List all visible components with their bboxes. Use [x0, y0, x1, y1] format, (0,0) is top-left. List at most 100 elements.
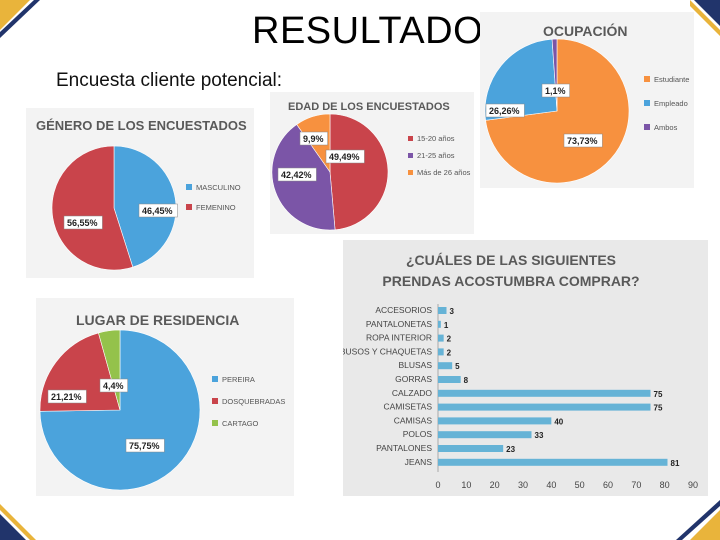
legend-label-ambos: Ambos [654, 123, 678, 132]
legend-residencia: PEREIRA DOSQUEBRADAS CARTAGO [212, 375, 285, 428]
chart-panel-edad: EDAD DE LOS ENCUESTADOS 49,49% 42,42% 9,9%… [270, 92, 474, 234]
bar-value-1: 1 [444, 321, 449, 330]
category-label-4: BLUSAS [398, 360, 432, 370]
legend-label-masculino: MASCULINO [196, 183, 241, 192]
legend-swatch-21-25 [408, 153, 413, 158]
chart-title-genero: GÉNERO DE LOS ENCUESTADOS [36, 118, 247, 133]
bar-7 [438, 403, 651, 411]
x-tick-label-7: 70 [631, 480, 641, 490]
chart-panel-residencia: LUGAR DE RESIDENCIA 75,75% 21,21% 4,4% PER… [36, 298, 294, 496]
slice-label-residencia-0: 75,75% [129, 441, 160, 451]
legend-label-empleado: Empleado [654, 99, 688, 108]
legend-swatch-ambos [644, 124, 650, 130]
slice-label-box-genero-0 [138, 203, 178, 218]
slice-labels-edad: 49,49% 42,42% 9,9% [277, 131, 365, 182]
pie-slices-residencia [39, 329, 201, 491]
slide-subtitle: Encuesta cliente potencial: [56, 70, 283, 91]
legend-swatch-dosquebradas [212, 398, 218, 404]
category-label-11: JEANS [405, 457, 433, 467]
bar-1 [438, 320, 441, 328]
bar-value-3: 2 [447, 348, 452, 357]
bar-8 [438, 417, 552, 425]
bar-6 [438, 389, 651, 397]
slice-label-genero-1: 56,55% [67, 218, 98, 228]
slice-label-box-residencia-1 [47, 389, 87, 404]
chart-title-prendas-line-2: PRENDAS ACOSTUMBRA COMPRAR? [382, 273, 639, 289]
chart-title-residencia: LUGAR DE RESIDENCIA [76, 312, 239, 328]
legend-genero: MASCULINO FEMENINO [186, 183, 241, 212]
legend-swatch-15-20 [408, 136, 413, 141]
chart-title-ocupacion: OCUPACIÓN [543, 22, 628, 39]
slice-label-residencia-1: 21,21% [51, 392, 82, 402]
legend-swatch-estudiante [644, 76, 650, 82]
bar-value-6: 75 [654, 390, 663, 399]
x-tick-label-2: 20 [490, 480, 500, 490]
category-label-2: ROPA INTERIOR [366, 333, 432, 343]
corner-stripes-bottom-left [0, 504, 36, 540]
bars-prendas: ACCESORIOS 3 PANTALONETAS 1 ROPA INTERIOR 2 BU… [343, 305, 680, 468]
bar-value-10: 23 [506, 445, 515, 454]
bar-value-9: 33 [535, 431, 544, 440]
slice-label-box-ocupacion-2 [541, 83, 570, 98]
slice-label-box-ocupacion-0 [563, 133, 603, 148]
slice-label-box-edad-2 [299, 131, 328, 146]
slice-label-box-residencia-0 [125, 438, 165, 453]
category-label-1: PANTALONETAS [366, 319, 432, 329]
corner-stripes-top-left [0, 0, 40, 38]
legend-label-pereira: PEREIRA [222, 375, 255, 384]
category-label-5: GORRAS [395, 374, 432, 384]
slice-label-box-ocupacion-1 [485, 103, 525, 118]
bar-5 [438, 376, 461, 383]
legend-swatch-empleado [644, 100, 650, 106]
x-tick-label-0: 0 [435, 480, 440, 490]
bar-0 [438, 307, 447, 314]
x-tick-label-9: 90 [688, 480, 698, 490]
bar-value-0: 3 [450, 307, 455, 316]
category-label-3: BUSOS Y CHAQUETAS [343, 346, 432, 356]
legend-label-21-25: 21-25 años [417, 151, 455, 160]
bar-value-2: 2 [447, 335, 452, 344]
legend-label-15-20: 15-20 años [417, 134, 455, 143]
legend-swatch-cartago [212, 420, 218, 426]
x-tick-label-6: 60 [603, 480, 613, 490]
chart-title-edad: EDAD DE LOS ENCUESTADOS [288, 101, 450, 113]
chart-panel-ocupacion: OCUPACIÓN 73,73% 26,26% 1,1% Estudiante Em… [480, 12, 694, 188]
legend-label-dosquebradas: DOSQUEBRADAS [222, 397, 285, 406]
legend-swatch-masculino [186, 184, 192, 190]
x-tick-label-4: 40 [546, 480, 556, 490]
slice-label-residencia-2: 4,4% [103, 381, 124, 391]
chart-title-prendas-line-1: ¿CUÁLES DE LAS SIGUIENTES [406, 252, 616, 268]
x-tick-label-5: 50 [575, 480, 585, 490]
bar-3 [438, 348, 444, 356]
legend-label-estudiante: Estudiante [654, 75, 689, 84]
pie-slice-edad-0 [329, 113, 389, 231]
chart-genero: GÉNERO DE LOS ENCUESTADOS 46,45% 56,55% M… [36, 118, 247, 271]
x-tick-label-3: 30 [518, 480, 528, 490]
x-axis-ticks-prendas: 0 10 20 30 40 50 60 70 80 90 [435, 480, 698, 490]
bar-value-8: 40 [554, 417, 563, 426]
corner-stripes-top-right [690, 0, 720, 36]
slice-label-ocupacion-0: 73,73% [567, 136, 598, 146]
x-tick-label-1: 10 [461, 480, 471, 490]
chart-panel-prendas: ¿CUÁLES DE LAS SIGUIENTES PRENDAS ACOSTU… [343, 240, 708, 496]
legend-edad: 15-20 años 21-25 años Más de 26 años [408, 134, 471, 177]
slice-label-box-edad-1 [277, 167, 317, 182]
bar-2 [438, 334, 444, 342]
bar-value-4: 5 [455, 362, 460, 371]
chart-residencia: LUGAR DE RESIDENCIA 75,75% 21,21% 4,4% PER… [39, 312, 285, 491]
chart-prendas: ¿CUÁLES DE LAS SIGUIENTES PRENDAS ACOSTU… [343, 252, 698, 490]
bar-value-11: 81 [671, 459, 680, 468]
bar-value-5: 8 [464, 376, 469, 385]
slice-label-box-genero-1 [63, 215, 103, 230]
bar-9 [438, 431, 532, 439]
legend-swatch-femenino [186, 204, 192, 210]
chart-ocupacion: OCUPACIÓN 73,73% 26,26% 1,1% Estudiante Em… [484, 22, 689, 184]
slice-label-genero-0: 46,45% [142, 206, 173, 216]
legend-label-26: Más de 26 años [417, 168, 471, 177]
slice-label-box-edad-0 [325, 149, 365, 164]
slice-labels-residencia: 75,75% 21,21% 4,4% [47, 378, 165, 453]
slice-label-edad-2: 9,9% [303, 134, 324, 144]
chart-edad: EDAD DE LOS ENCUESTADOS 49,49% 42,42% 9,9%… [271, 101, 471, 231]
legend-label-cartago: CARTAGO [222, 419, 259, 428]
chart-panel-genero: GÉNERO DE LOS ENCUESTADOS 46,45% 56,55% M… [26, 108, 254, 278]
